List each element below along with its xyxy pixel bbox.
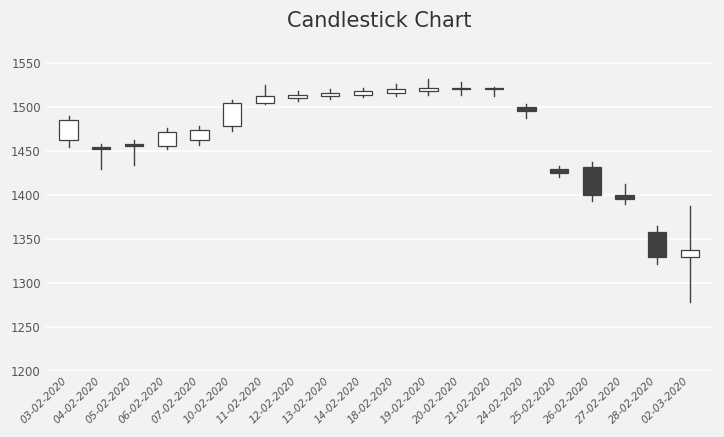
Bar [419, 88, 437, 91]
Bar [484, 88, 503, 90]
Bar [223, 103, 241, 126]
Bar [550, 169, 568, 173]
Bar [158, 132, 176, 146]
Bar [452, 88, 470, 90]
Bar [648, 232, 667, 257]
Bar [681, 250, 699, 257]
Bar [354, 91, 372, 95]
Bar [583, 167, 601, 195]
Bar [92, 147, 111, 149]
Bar [59, 120, 77, 140]
Bar [321, 93, 340, 97]
Bar [256, 97, 274, 103]
Title: Candlestick Chart: Candlestick Chart [287, 11, 471, 31]
Bar [387, 90, 405, 93]
Bar [125, 144, 143, 146]
Bar [288, 95, 307, 98]
Bar [615, 195, 634, 199]
Bar [518, 107, 536, 111]
Bar [190, 130, 209, 140]
